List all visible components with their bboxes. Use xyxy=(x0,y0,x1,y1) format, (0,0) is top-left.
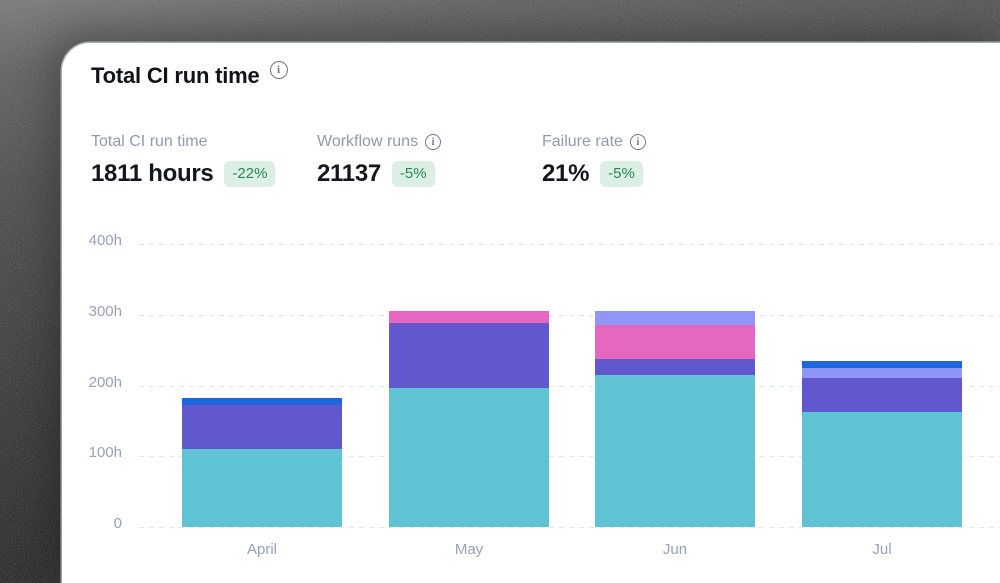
ci-runtime-card: Total CI run time i Total CI run time 18… xyxy=(62,43,1000,583)
metric-value: 21137 xyxy=(317,160,381,187)
metric-label: Total CI run time xyxy=(91,133,317,151)
trend-badge: -5% xyxy=(600,161,643,187)
bar-segment-series-lavender[interactable] xyxy=(802,367,962,378)
bar-segment-series-purple[interactable] xyxy=(389,323,549,389)
trend-badge: -22% xyxy=(224,161,276,187)
metric-label-text: Total CI run time xyxy=(91,133,208,150)
stacked-bar-chart: 400h 300h 200h 100h 0 April May Jun Jul xyxy=(62,43,1000,583)
gridline xyxy=(139,385,1000,387)
chart-plot-area xyxy=(139,244,1000,528)
bar-segment-series-lavender[interactable] xyxy=(595,311,755,326)
gridline xyxy=(139,527,1000,528)
y-tick-label: 200h xyxy=(88,373,122,391)
bar-segment-series-blue[interactable] xyxy=(802,360,962,368)
metric-total-ci-run-time: Total CI run time 1811 hours -22% xyxy=(91,133,317,188)
bar-segment-series-pink[interactable] xyxy=(389,311,549,324)
y-tick-label: 0 xyxy=(113,515,122,532)
info-icon[interactable]: i xyxy=(629,134,646,150)
bar-jun[interactable] xyxy=(595,311,755,527)
metric-value: 1811 hours xyxy=(91,160,214,187)
metric-label-text: Workflow runs xyxy=(317,133,419,150)
y-tick-label: 400h xyxy=(88,232,122,249)
x-axis-label: May xyxy=(454,541,484,558)
bar-jul[interactable] xyxy=(802,360,962,527)
x-axis-label: April xyxy=(246,541,277,558)
info-icon[interactable]: i xyxy=(269,61,288,79)
bar-segment-series-purple[interactable] xyxy=(182,404,342,450)
bar-segment-series-teal[interactable] xyxy=(802,412,962,527)
bar-segment-series-purple[interactable] xyxy=(595,359,755,375)
info-icon[interactable]: i xyxy=(425,134,442,150)
metrics-row: Total CI run time 1811 hours -22% Workfl… xyxy=(91,133,646,188)
gridline xyxy=(139,244,1000,245)
bar-segment-series-purple[interactable] xyxy=(802,377,962,413)
metric-label: Workflow runs i xyxy=(317,133,542,151)
gridline xyxy=(139,314,1000,316)
trend-badge: -5% xyxy=(391,161,435,187)
bar-segment-series-pink[interactable] xyxy=(595,325,755,360)
page-title: Total CI run time xyxy=(91,63,260,88)
metric-workflow-runs: Workflow runs i 21137 -5% xyxy=(317,133,542,188)
metric-value: 21% xyxy=(542,160,590,187)
bar-segment-series-teal[interactable] xyxy=(182,449,342,527)
x-axis-label: Jun xyxy=(662,541,688,558)
y-tick-label: 100h xyxy=(88,444,122,462)
bar-segment-series-teal[interactable] xyxy=(595,374,755,527)
y-tick-label: 300h xyxy=(88,302,122,320)
metric-failure-rate: Failure rate i 21% -5% xyxy=(542,133,646,188)
bar-may[interactable] xyxy=(389,311,549,527)
x-axis-label: Jul xyxy=(872,541,892,558)
bar-april[interactable] xyxy=(182,397,342,527)
gridline xyxy=(139,456,1000,458)
metric-label: Failure rate i xyxy=(542,133,646,151)
metric-label-text: Failure rate xyxy=(542,133,623,150)
bar-segment-series-blue[interactable] xyxy=(182,397,342,405)
bar-segment-series-teal[interactable] xyxy=(389,388,549,527)
card-header: Total CI run time i xyxy=(91,61,288,89)
